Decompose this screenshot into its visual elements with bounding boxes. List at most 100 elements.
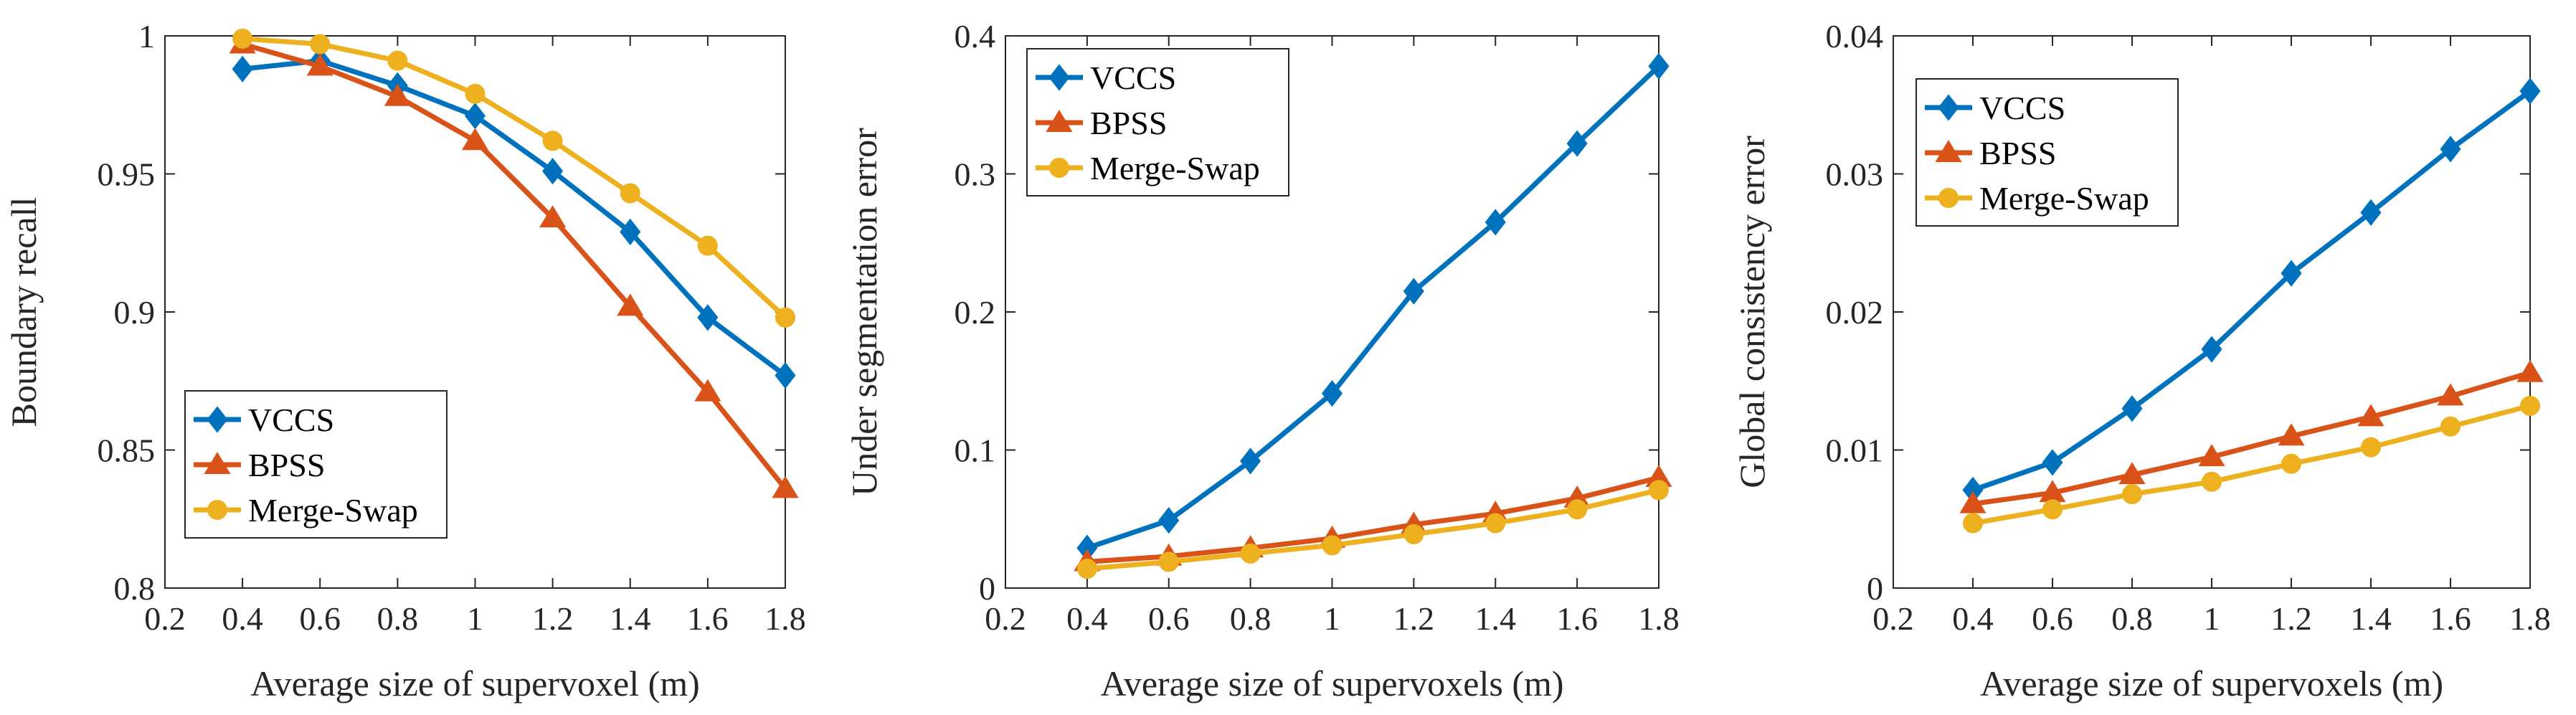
data-point-diamond [2519,77,2541,105]
data-point-triangle [2118,462,2146,485]
data-point-triangle [2357,404,2385,427]
data-point-circle [2440,416,2461,437]
x-tick-label: 1 [2204,600,2220,637]
x-tick-label: 1.4 [2350,600,2392,637]
data-point-diamond [697,304,719,331]
y-tick-label: 0 [1867,570,1883,607]
data-point-circle [2202,471,2222,492]
chart-panel-2: 0.2 0.4 0.6 0.8 1 1.2 1.4 1.6 1.8 0 0.1 0.2 0.3 0.4 Av… [844,18,1680,704]
x-tick-label: 0.2 [985,600,1026,637]
x-tick-label: 0.4 [1066,600,1108,637]
y-tick-label: 0.8 [114,570,156,607]
data-point-circle [1076,559,1097,579]
data-point-diamond [1648,52,1670,80]
x-tick-label: 0.2 [1872,600,1914,637]
data-point-circle [1649,480,1669,501]
legend-marker-circle [1938,188,1959,208]
x-axis-label: Average size of supervoxels (m) [1100,663,1563,704]
data-point-circle [2361,437,2381,458]
data-point-diamond [1240,448,1261,475]
series-bpss [1959,359,2544,513]
series-line [1972,403,2531,526]
y-axis-label: Boundary recall [4,197,44,427]
y-axis-label: Global consistency error [1732,136,1772,488]
x-tick-label: 1.2 [1393,600,1435,637]
y-tick-label: 1 [138,18,155,55]
legend-marker-triangle [1046,110,1073,132]
y-tick-label: 0.4 [955,18,996,55]
data-point-triangle [539,205,567,228]
series-merge-swap [1076,480,1669,579]
y-tick-label: 0.2 [955,294,996,331]
data-point-circle [1963,513,1983,534]
x-tick-label: 1.2 [532,600,574,637]
x-tick-label: 1.8 [764,600,806,637]
series-line [1972,370,2531,507]
data-point-circle [1567,499,1588,520]
data-point-circle [2520,395,2540,416]
data-point-circle [697,235,718,256]
x-tick-label: 0.4 [1952,600,1994,637]
chart-panel-1: 0.2 0.4 0.6 0.8 1 1.2 1.4 1.6 1.8 0.8 0.85 0.9 0.95 1… [4,18,806,704]
data-point-circle [2281,453,2301,474]
data-point-circle [232,28,253,49]
x-tick-label: 1.4 [1475,600,1517,637]
y-tick-label: 0.01 [1826,432,1884,469]
series-vccs [1076,52,1670,562]
data-point-triangle [2437,383,2464,406]
y-tick-label: 0.02 [1826,294,1884,331]
x-tick-label: 1.8 [1638,600,1680,637]
data-point-circle [310,34,331,55]
data-point-circle [465,83,486,104]
series-bpss [229,31,799,498]
x-tick-label: 1 [1324,600,1340,637]
x-tick-label: 0.6 [2032,600,2073,637]
data-point-diamond [232,55,253,82]
data-point-circle [620,183,640,204]
x-tick-label: 0.8 [377,600,419,637]
legend-marker-diamond [207,406,228,433]
data-point-triangle [2198,444,2225,467]
x-tick-label: 1.2 [2270,600,2312,637]
legend-label: VCCS [1979,90,2065,126]
legend-marker-circle [207,500,227,520]
y-tick-label: 0 [979,570,995,607]
x-tick-label: 1.6 [2430,600,2471,637]
y-tick-label: 0.95 [98,156,156,193]
data-point-diamond [2121,395,2143,422]
legend-label: VCCS [248,402,334,438]
x-axis-label: Average size of supervoxels (m) [1980,663,2443,704]
legend: VCCS BPSS Merge-Swap [1026,48,1289,196]
y-tick-label: 0.3 [955,156,996,193]
legend-label: BPSS [1979,135,2056,171]
data-point-circle [2122,484,2142,505]
y-tick-label: 0.9 [114,294,156,331]
series-line [1971,89,2532,493]
legend-marker-circle [1049,158,1069,178]
series-line [1086,487,1659,572]
data-point-triangle [384,83,411,106]
x-tick-label: 0.8 [2111,600,2153,637]
y-tick-label: 0.1 [955,432,996,469]
legend-label: VCCS [1090,60,1176,96]
data-point-circle [1240,543,1261,564]
data-point-diamond [620,218,641,245]
data-point-triangle [461,128,489,151]
data-point-diamond [775,361,796,389]
series-line [1086,475,1659,564]
x-axis-label: Average size of supervoxel (m) [250,663,700,704]
data-point-diamond [464,103,486,130]
x-tick-label: 0.4 [222,600,263,637]
x-tick-label: 0.2 [144,600,186,637]
legend: VCCS BPSS Merge-Swap [184,390,448,539]
data-point-circle [1403,524,1424,544]
x-tick-label: 1.8 [2509,600,2551,637]
data-point-circle [1158,551,1179,572]
series-merge-swap [1963,395,2540,534]
data-point-diamond [542,158,564,185]
legend-label: BPSS [1090,105,1167,141]
legend: VCCS BPSS Merge-Swap [1916,78,2179,227]
data-point-circle [387,50,408,71]
data-point-diamond [1158,507,1180,534]
x-tick-label: 0.6 [1148,600,1190,637]
